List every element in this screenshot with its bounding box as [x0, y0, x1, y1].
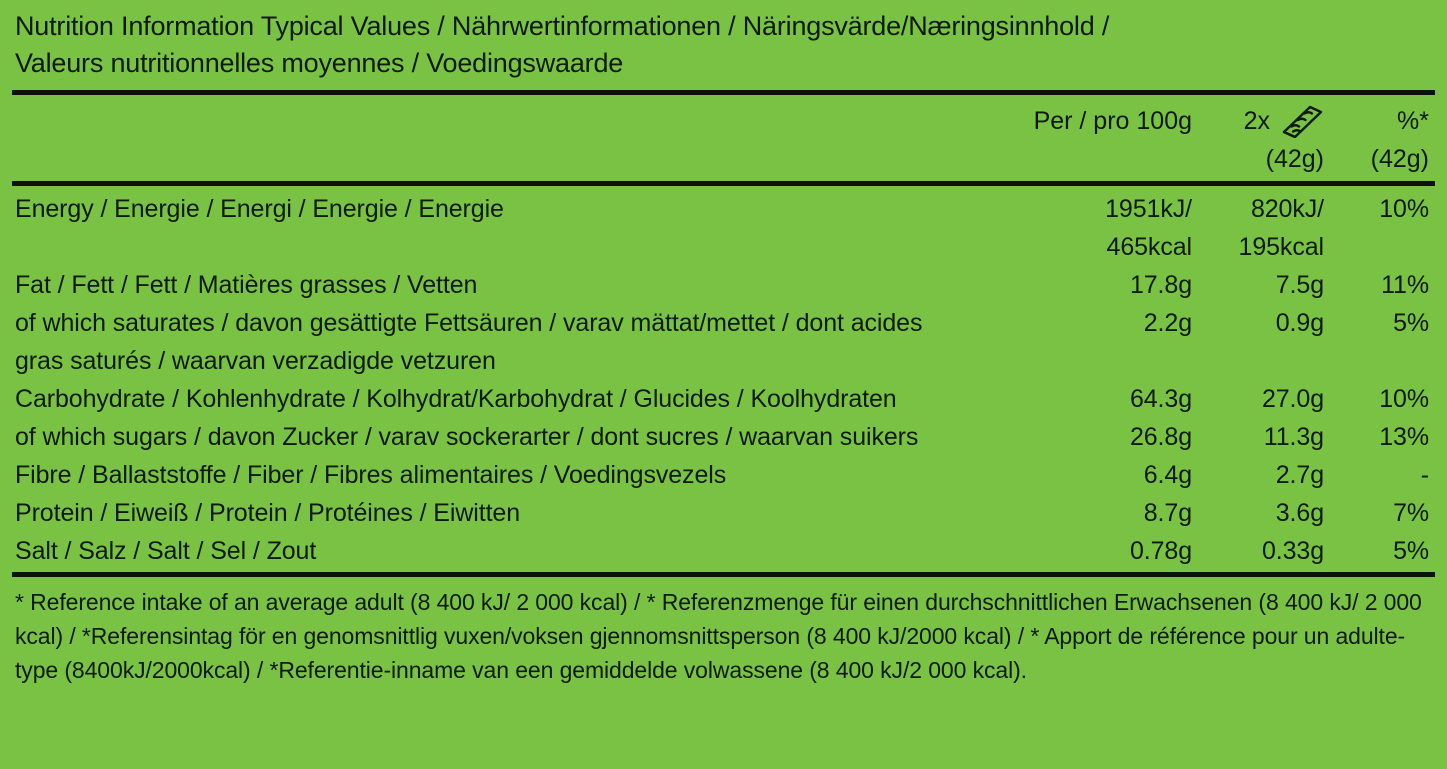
table-row: of which saturates / davon gesättigte Fe…	[12, 304, 1435, 380]
nutrient-per-100g: 17.8g	[1129, 271, 1192, 299]
nutrient-label: of which sugars / davon Zucker / varav s…	[15, 423, 919, 451]
nutrient-label: Protein / Eiweiß / Protein / Protéines /…	[15, 499, 521, 527]
nutrient-label: Fibre / Ballaststoffe / Fiber / Fibres a…	[15, 461, 727, 489]
header-serving-top: 2x	[1192, 102, 1324, 140]
nutrient-serving: 3.6g	[1275, 499, 1324, 527]
title-line-1: Nutrition Information Typical Values / N…	[15, 11, 1110, 41]
divider-top	[12, 90, 1435, 95]
nutrient-label: Salt / Salz / Salt / Sel / Zout	[15, 537, 317, 565]
nutrient-percent: 5%	[1393, 309, 1429, 337]
nutrient-label: Energy / Energie / Energi / Energie / En…	[15, 195, 504, 223]
header-serving-multiplier: 2x	[1243, 107, 1270, 135]
title-line-2: Valeurs nutritionnelles moyennes / Voedi…	[15, 48, 624, 78]
nutrient-label: Fat / Fett / Fett / Matières grasses / V…	[15, 271, 478, 299]
nutrient-per-100g: 0.78g	[1129, 537, 1192, 565]
nutrient-percent: 13%	[1379, 423, 1429, 451]
table-row: Fibre / Ballaststoffe / Fiber / Fibres a…	[12, 456, 1435, 494]
table-row: of which sugars / davon Zucker / varav s…	[12, 418, 1435, 456]
table-header-row: Per / pro 100g 2x	[12, 95, 1435, 181]
reference-intake-footnote: * Reference intake of an average adult (…	[15, 589, 1422, 683]
header-percent-weight: (42g)	[1370, 145, 1429, 173]
nutrient-percent: 11%	[1381, 271, 1429, 299]
nutrient-percent: -	[1420, 461, 1429, 489]
nutrient-percent: 7%	[1393, 499, 1429, 527]
nutrient-serving: 11.3g	[1263, 423, 1324, 451]
nutrient-per-100g: 2.2g	[1143, 309, 1192, 337]
nutrient-percent: 10%	[1379, 195, 1429, 223]
nutrient-serving: 0.33g	[1261, 537, 1324, 565]
header-per-100g-label: Per / pro 100g	[1033, 107, 1192, 135]
nutrient-serving: 0.9g	[1275, 309, 1324, 337]
table-row: Salt / Salz / Salt / Sel / Zout 0.78g 0.…	[12, 532, 1435, 570]
nutrient-per-100g: 64.3g	[1129, 385, 1192, 413]
nutrient-percent: 5%	[1393, 537, 1429, 565]
chocolate-bar-icon	[1272, 104, 1324, 139]
table-row: Carbohydrate / Kohlenhydrate / Kolhydrat…	[12, 380, 1435, 418]
table-row: Energy / Energie / Energi / Energie / En…	[12, 190, 1435, 266]
panel-title: Nutrition Information Typical Values / N…	[12, 0, 1435, 82]
header-serving: 2x (42g)	[1192, 102, 1324, 178]
nutrient-per-100g: 8.7g	[1143, 499, 1192, 527]
header-percent-label: %*	[1397, 107, 1429, 135]
nutrient-serving: 7.5g	[1275, 271, 1324, 299]
nutrient-per-100g: 1951kJ/ 465kcal	[1105, 195, 1192, 261]
header-per-100g: Per / pro 100g	[977, 102, 1192, 140]
nutrient-percent: 10%	[1379, 385, 1429, 413]
divider-bottom	[12, 572, 1435, 577]
table-row: Protein / Eiweiß / Protein / Protéines /…	[12, 494, 1435, 532]
nutrient-per-100g: 6.4g	[1143, 461, 1192, 489]
nutrient-serving: 2.7g	[1275, 461, 1324, 489]
nutrient-label: of which saturates / davon gesättigte Fe…	[15, 309, 923, 375]
header-serving-weight: (42g)	[1265, 145, 1324, 173]
nutrient-rows: Energy / Energie / Energi / Energie / En…	[12, 186, 1435, 572]
table-row: Fat / Fett / Fett / Matières grasses / V…	[12, 266, 1435, 304]
nutrient-serving: 820kJ/ 195kcal	[1238, 195, 1325, 261]
divider-header	[12, 181, 1435, 186]
nutrient-label: Carbohydrate / Kohlenhydrate / Kolhydrat…	[15, 385, 897, 413]
header-percent: %* (42g)	[1324, 102, 1435, 178]
nutrient-per-100g: 26.8g	[1129, 423, 1192, 451]
nutrient-serving: 27.0g	[1261, 385, 1324, 413]
